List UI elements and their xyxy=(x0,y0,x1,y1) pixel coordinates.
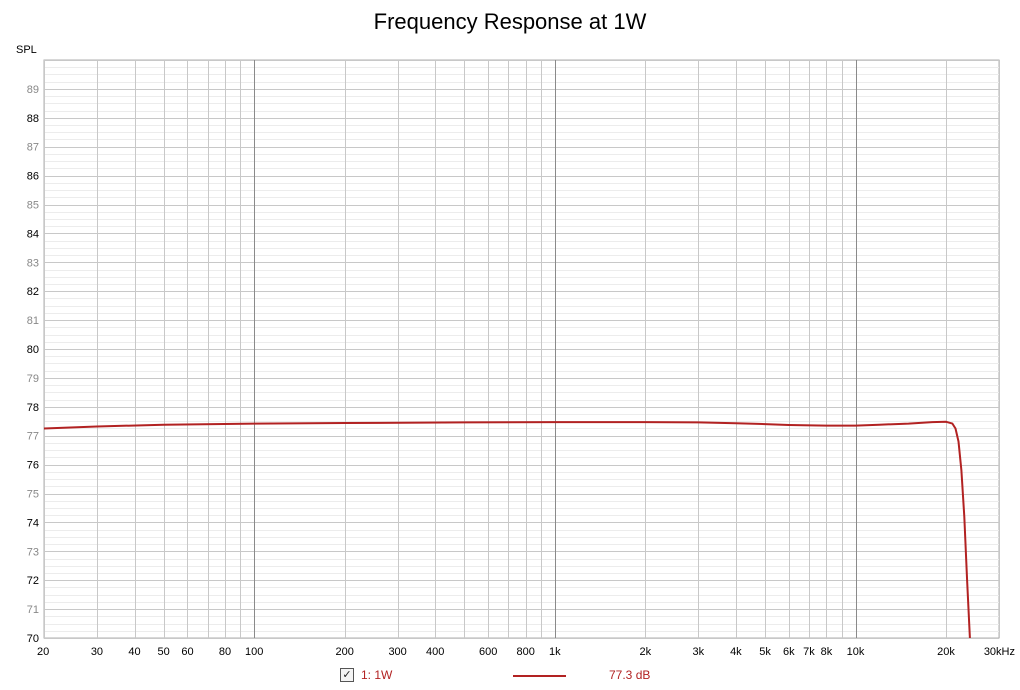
x-tick-label: 5k xyxy=(759,646,771,658)
x-tick-label: 6k xyxy=(783,646,795,658)
legend-checkbox[interactable]: ✓ xyxy=(340,668,354,682)
y-tick-label: 79 xyxy=(27,373,39,385)
x-tick-label: 800 xyxy=(517,646,535,658)
y-tick-label: 78 xyxy=(27,402,39,414)
series-line-1w xyxy=(43,420,971,639)
x-tick-label: 8k xyxy=(821,646,833,658)
x-tick-label: 60 xyxy=(181,646,193,658)
legend-series-value: 77.3 dB xyxy=(609,668,651,682)
x-tick-label: 10k xyxy=(847,646,865,658)
x-tick-label: 400 xyxy=(426,646,444,658)
x-tick-label: 200 xyxy=(336,646,354,658)
y-axis-label: SPL xyxy=(16,44,37,56)
y-tick-label: 72 xyxy=(27,575,39,587)
y-tick-label: 74 xyxy=(27,517,39,529)
x-tick-label: 20 xyxy=(37,646,49,658)
x-tick-label: 80 xyxy=(219,646,231,658)
y-tick-label: 77 xyxy=(27,431,39,443)
x-tick-label: 30 xyxy=(91,646,103,658)
x-tick-label: 600 xyxy=(479,646,497,658)
y-tick-label: 70 xyxy=(27,633,39,645)
legend-series-label: 1: 1W xyxy=(361,668,393,682)
x-tick-label: 100 xyxy=(245,646,263,658)
chart-title: Frequency Response at 1W xyxy=(373,9,647,34)
x-tick-label: 50 xyxy=(158,646,170,658)
x-tick-label: 40 xyxy=(128,646,140,658)
y-tick-label: 86 xyxy=(27,171,39,183)
x-tick-label: 300 xyxy=(388,646,406,658)
x-tick-label: 30kHz xyxy=(984,646,1015,658)
y-tick-label: 81 xyxy=(27,315,39,327)
y-tick-label: 71 xyxy=(27,604,39,616)
x-tick-label: 4k xyxy=(730,646,742,658)
y-tick-label: 80 xyxy=(27,344,39,356)
x-tick-label: 1k xyxy=(549,646,561,658)
y-tick-label: 82 xyxy=(27,286,39,298)
x-tick-label: 3k xyxy=(693,646,705,658)
y-tick-label: 73 xyxy=(27,546,39,558)
y-tick-label: 89 xyxy=(27,84,39,96)
y-tick-label: 85 xyxy=(27,200,39,212)
y-tick-label: 84 xyxy=(27,228,39,240)
y-tick-label: 75 xyxy=(27,489,39,501)
x-tick-label: 2k xyxy=(640,646,652,658)
y-tick-label: 83 xyxy=(27,257,39,269)
y-tick-label: 76 xyxy=(27,460,39,472)
y-tick-label: 87 xyxy=(27,142,39,154)
y-tick-label: 88 xyxy=(27,113,39,125)
x-tick-label: 20k xyxy=(937,646,955,658)
x-tick-label: 7k xyxy=(803,646,815,658)
legend-series-swatch xyxy=(513,675,566,677)
